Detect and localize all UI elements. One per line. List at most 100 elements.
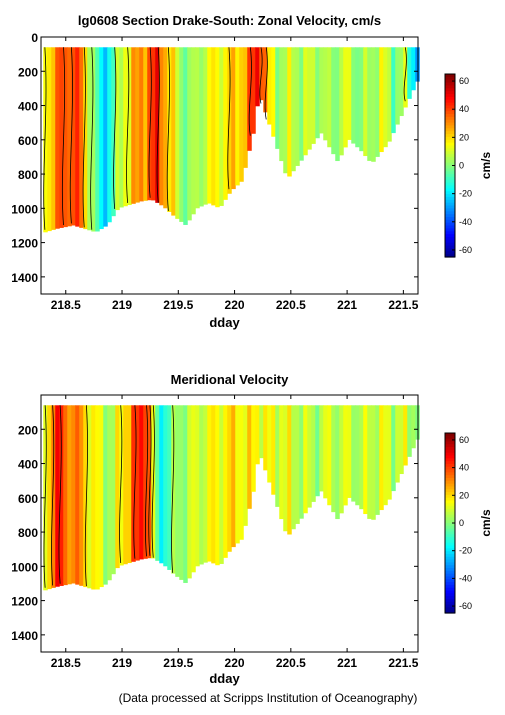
y-tick-label: 800 — [18, 526, 38, 540]
velocity-cell — [187, 47, 192, 221]
velocity-cell — [79, 47, 84, 228]
velocity-cell — [291, 405, 296, 530]
colorbar-swatch — [445, 593, 455, 597]
contour-line — [248, 47, 252, 136]
velocity-cell — [51, 47, 56, 230]
y-tick-label: 1000 — [11, 560, 38, 574]
colorbar-swatch — [445, 171, 455, 175]
velocity-cell — [255, 47, 260, 107]
colorbar-swatch — [445, 145, 455, 149]
velocity-cell — [263, 47, 268, 113]
colorbar-swatch — [445, 601, 455, 606]
velocity-cell — [227, 405, 232, 552]
colorbar: 60 40 20 0 -20 -40 -60 cm/s — [444, 73, 493, 258]
colorbar-swatch — [445, 114, 455, 118]
colorbar-swatch — [445, 463, 455, 468]
y-tick-label: 1200 — [11, 237, 38, 251]
velocity-cell — [339, 47, 344, 156]
contour-line — [166, 47, 170, 212]
velocity-cell — [407, 47, 412, 99]
velocity-cell — [387, 47, 392, 142]
contour-line — [148, 47, 152, 198]
colorbar-swatch — [445, 174, 455, 178]
velocity-cell — [127, 47, 132, 206]
velocity-cell — [211, 47, 216, 206]
velocity-cell — [271, 47, 276, 137]
velocity-cell — [287, 405, 292, 535]
y-tick-label: 0 — [31, 31, 38, 45]
velocity-cell — [307, 405, 312, 508]
colorbar-swatch — [445, 461, 455, 465]
colorbar-tick-label: -20 — [459, 546, 472, 556]
velocity-cell — [283, 47, 288, 174]
velocity-cell — [207, 47, 212, 204]
colorbar-swatch — [445, 102, 455, 107]
contour-line — [151, 405, 155, 558]
velocity-cell — [111, 405, 116, 575]
velocity-cell — [171, 405, 176, 574]
velocity-cell — [383, 405, 388, 506]
velocity-cell — [311, 47, 316, 144]
velocity-cell — [283, 405, 288, 532]
x-tick-label: 218.5 — [51, 298, 81, 312]
velocity-cell — [119, 47, 124, 208]
velocity-cell — [247, 47, 252, 151]
colorbar-swatch — [445, 607, 455, 611]
velocity-cell — [203, 405, 208, 563]
contour-line — [82, 47, 86, 228]
colorbar-swatch — [445, 534, 455, 538]
colorbar-swatch — [445, 469, 455, 473]
velocity-cell — [347, 47, 352, 140]
contour-line — [61, 47, 66, 226]
colorbar-swatch — [445, 503, 455, 507]
velocity-cell — [79, 405, 84, 586]
velocity-cell — [163, 405, 168, 567]
colorbar-swatch — [445, 610, 455, 614]
y-tick-label: 800 — [18, 168, 38, 182]
colorbar-swatch — [445, 154, 455, 158]
velocity-cell — [115, 47, 120, 211]
velocity-cell — [75, 405, 80, 585]
velocity-cell — [363, 47, 368, 157]
velocity-cell — [83, 405, 88, 588]
colorbar-tick-label: -60 — [459, 245, 472, 255]
colorbar-swatch — [445, 441, 455, 445]
colorbar-swatch — [445, 545, 455, 549]
velocity-cell — [71, 405, 76, 584]
velocity-cell — [87, 47, 92, 231]
x-tick-label: 219 — [112, 656, 132, 670]
colorbar-swatch — [445, 148, 455, 152]
velocity-cell — [155, 47, 160, 203]
colorbar-swatch — [445, 523, 455, 527]
velocity-cell — [143, 405, 148, 559]
x-tick-label: 219 — [112, 298, 132, 312]
velocity-cell — [235, 47, 240, 186]
colorbar-swatch — [445, 79, 455, 84]
x-tick-label: 220.5 — [276, 298, 306, 312]
colorbar-tick-label: 0 — [459, 161, 464, 171]
colorbar-swatch — [445, 433, 455, 437]
colorbar-swatch — [445, 559, 455, 563]
colorbar-swatch — [445, 188, 455, 192]
velocity-cell — [139, 405, 144, 560]
colorbar-swatch — [445, 88, 455, 92]
colorbar-swatch — [445, 105, 455, 109]
velocity-cell — [139, 47, 144, 202]
contour-line — [259, 47, 263, 104]
colorbar-swatch — [445, 480, 455, 485]
colorbar-swatch — [445, 76, 455, 81]
velocity-cell — [223, 47, 228, 200]
velocity-cell — [219, 47, 224, 206]
velocity-cell — [63, 405, 68, 586]
y-tick-label: 400 — [18, 458, 38, 472]
velocity-cell — [123, 47, 128, 207]
colorbar-swatch — [445, 176, 455, 181]
velocity-cell — [251, 405, 256, 492]
velocity-cell — [47, 47, 52, 232]
velocity-cell — [367, 405, 372, 519]
velocity-cell — [359, 405, 364, 510]
colorbar-swatch — [445, 570, 455, 575]
colorbar-swatch — [445, 556, 455, 561]
velocity-cell — [179, 47, 184, 222]
colorbar-swatch — [445, 525, 455, 530]
